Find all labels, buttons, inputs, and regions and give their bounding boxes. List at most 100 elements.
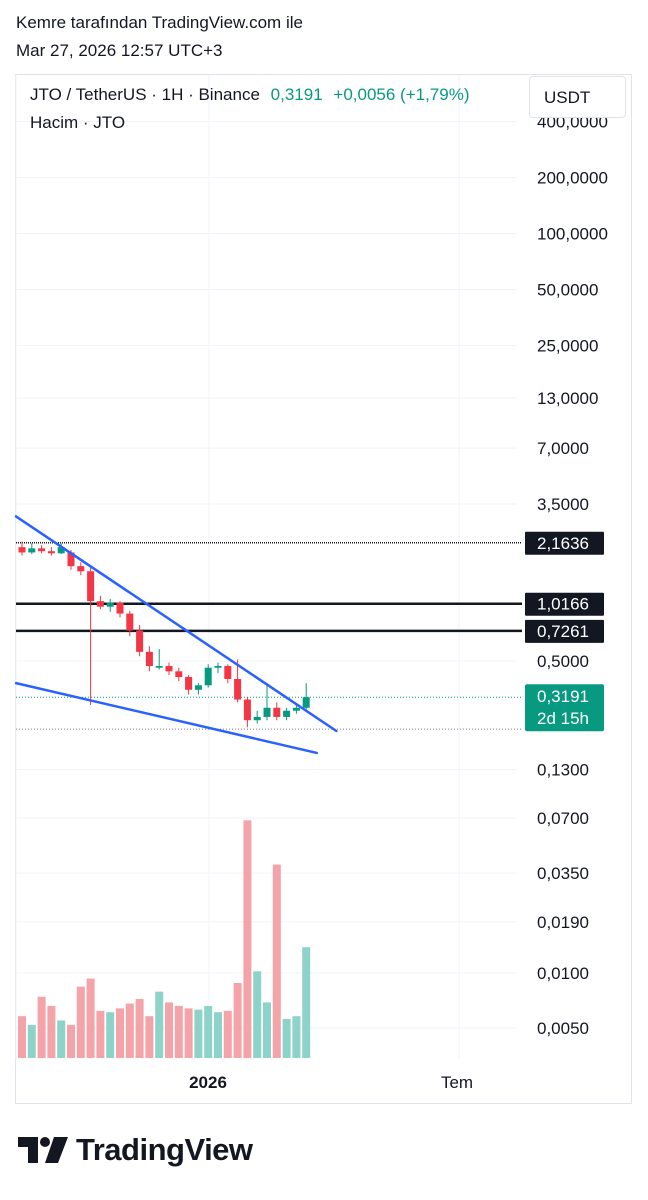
volume-axis-tick-label: 0,0100 xyxy=(537,964,589,983)
candle xyxy=(38,545,46,554)
volume-bar xyxy=(165,1002,173,1058)
candle xyxy=(243,697,251,728)
candle xyxy=(204,664,212,688)
volume-bar xyxy=(67,1024,75,1058)
candle-body xyxy=(106,602,114,607)
candle-body xyxy=(116,602,124,614)
volume-axis-tick-label: 0,0350 xyxy=(537,864,589,883)
candle xyxy=(18,541,26,556)
candle-body xyxy=(126,613,134,631)
candle-body xyxy=(77,566,85,572)
volume-bar xyxy=(18,1016,26,1058)
level-label-box xyxy=(525,531,604,555)
candle xyxy=(165,662,173,676)
price-axis-tick-label: 7,0000 xyxy=(537,439,589,458)
candle-body xyxy=(302,697,310,708)
candle xyxy=(175,667,183,682)
level-label-text: 1,0166 xyxy=(537,595,589,614)
volume-bar xyxy=(243,820,252,1058)
volume-bar xyxy=(214,1012,222,1058)
tradingview-brand: TradingView xyxy=(18,1132,253,1168)
trendline-lower xyxy=(14,681,319,755)
volume-bar xyxy=(145,1016,154,1058)
candle-body xyxy=(28,548,36,553)
price-axis-tick-label: 3,5000 xyxy=(537,495,589,514)
volume-bar xyxy=(282,1018,291,1058)
candle xyxy=(87,566,95,705)
volume-axis-tick-label: 0,0050 xyxy=(537,1019,589,1038)
candle-body xyxy=(67,552,75,567)
candle-body xyxy=(87,571,95,602)
volume-bar xyxy=(47,1005,56,1058)
last-price-label-text: 0,3191 xyxy=(537,687,589,706)
volume-bar xyxy=(233,983,242,1058)
legend-price: 0,3191 xyxy=(270,85,323,104)
volume-bar xyxy=(253,971,262,1058)
volume-bar xyxy=(125,1003,134,1058)
candle xyxy=(106,598,114,612)
volume-bar xyxy=(37,996,46,1058)
candle xyxy=(194,683,202,695)
time-axis-label: Tem xyxy=(441,1073,473,1092)
volume-bar xyxy=(57,1020,66,1058)
volume-bar xyxy=(292,1016,301,1058)
brand-name: TradingView xyxy=(76,1132,253,1167)
candle xyxy=(292,704,300,714)
price-axis-tick-label: 0,1300 xyxy=(537,761,589,780)
candle xyxy=(263,685,271,721)
volume-bar xyxy=(263,1002,271,1058)
volume-bar xyxy=(27,1024,36,1058)
candle xyxy=(283,707,291,721)
candle-body xyxy=(263,707,271,717)
candle xyxy=(224,664,232,684)
last-price-label-box xyxy=(525,684,604,732)
volume-bar xyxy=(174,1005,183,1058)
level-label-text: 2,1636 xyxy=(537,534,589,553)
candle-body xyxy=(47,551,55,554)
candle xyxy=(126,610,134,637)
candle xyxy=(185,675,193,695)
candle-body xyxy=(175,671,183,678)
candle-body xyxy=(185,677,193,690)
legend-change: +0,0056 (+1,79%) xyxy=(333,85,470,104)
tradingview-logo-icon xyxy=(18,1137,68,1163)
candle xyxy=(253,710,261,724)
candle-body xyxy=(155,665,163,668)
candle-body xyxy=(38,548,46,552)
price-axis-tick-label: 0,5000 xyxy=(537,652,589,671)
volume-axis-tick-label: 0,0190 xyxy=(537,913,589,932)
volume-bar xyxy=(155,991,164,1058)
price-axis-tick-label: 200,0000 xyxy=(537,169,608,188)
candle-body xyxy=(224,665,232,680)
volume-bar xyxy=(106,1012,115,1058)
volume-bar xyxy=(76,986,85,1058)
volume-bar xyxy=(184,1008,193,1058)
volume-bar xyxy=(135,998,144,1058)
header-date-line: Mar 27, 2026 12:57 UTC+3 xyxy=(16,41,223,60)
candle xyxy=(302,683,310,711)
trendline-upper xyxy=(14,515,338,733)
volume-bar xyxy=(96,1010,105,1058)
volume-bar xyxy=(223,1010,232,1058)
symbol-legend[interactable]: JTO / TetherUS · 1H · Binance 0,3191 +0,… xyxy=(30,85,470,105)
candle xyxy=(57,543,65,555)
price-axis-tick-label: 50,0000 xyxy=(537,280,598,299)
countdown-label-text: 2d 15h xyxy=(537,709,589,728)
volume-bar xyxy=(194,1009,203,1058)
level-label-box xyxy=(525,592,604,616)
currency-selector-button[interactable]: USDT xyxy=(529,76,626,118)
volume-bar xyxy=(116,1008,124,1058)
volume-legend[interactable]: Hacim · JTO xyxy=(30,113,126,132)
price-axis-tick-label: 100,0000 xyxy=(537,225,608,244)
candle-body xyxy=(214,665,222,668)
candle-body xyxy=(273,707,281,717)
header-author-line: Kemre tarafından TradingView.com ile xyxy=(16,13,303,32)
candle-body xyxy=(18,547,26,553)
candle-body xyxy=(145,651,153,666)
candle xyxy=(136,625,144,657)
candle-body xyxy=(136,630,144,652)
volume-axis-tick-label: 0,0700 xyxy=(537,809,589,828)
candle-body xyxy=(234,679,242,700)
candle xyxy=(214,662,222,674)
